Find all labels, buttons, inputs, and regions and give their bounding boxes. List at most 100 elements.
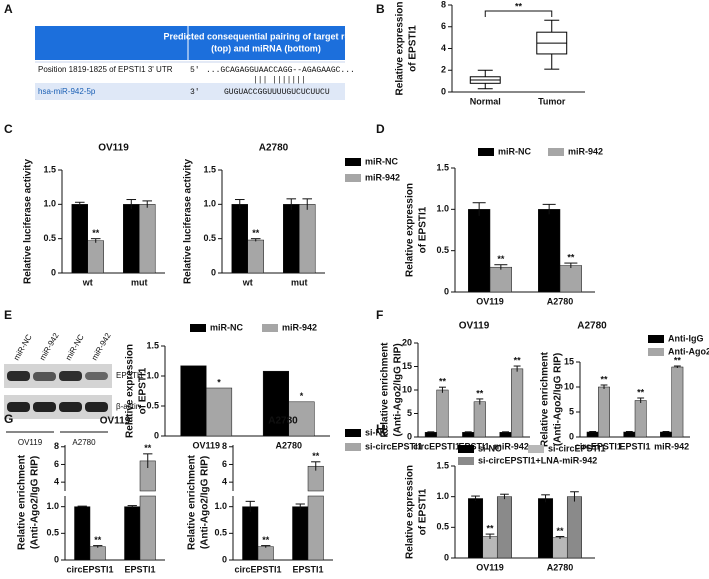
y-tick-label: 15 [402, 361, 412, 371]
y-tick-label: 6 [441, 21, 446, 31]
panel-letter: E [4, 308, 12, 322]
legend-label: Anti-IgG [668, 333, 704, 343]
significance: ** [674, 355, 682, 365]
table-header [35, 26, 345, 60]
y-tick-label: 0 [444, 552, 449, 562]
legend-label: miR-942 [365, 172, 400, 182]
y-tick-label: 0 [51, 267, 56, 277]
y-tick-label: 6 [222, 459, 227, 469]
pairing: ||| ||||||| [253, 76, 306, 85]
x-tick-label: A2780 [547, 296, 574, 306]
bar [559, 265, 582, 293]
legend-swatch [648, 348, 664, 356]
significance: ** [312, 451, 320, 461]
y-tick-label: 0 [211, 267, 216, 277]
bar [482, 536, 498, 559]
significance: * [300, 391, 304, 401]
legend-swatch [458, 445, 474, 453]
x-tick-label: A2780 [275, 440, 302, 450]
lane-label: miR-NC [64, 333, 86, 362]
bar [473, 401, 486, 438]
mirna-sequence: GUGUACCGGUUUUGUCUCUUCU [224, 88, 330, 97]
y-tick-label: 8 [441, 0, 446, 9]
band [33, 372, 56, 381]
y-tick-label: 2 [441, 65, 446, 75]
y-tick-label: 0 [569, 431, 574, 441]
significance: ** [497, 254, 505, 264]
lane-label: miR-942 [38, 331, 61, 362]
panel-letter: C [4, 122, 13, 136]
significance: ** [144, 443, 152, 453]
cell-line: OV119 [18, 438, 43, 447]
bar [247, 239, 264, 274]
x-tick-label: A2780 [547, 562, 574, 572]
y-tick-label: 4 [222, 477, 227, 487]
y-axis-label: Relative expression [125, 344, 136, 438]
bar [671, 366, 684, 438]
bar [283, 204, 300, 274]
y-tick-label: 1.0 [436, 491, 449, 501]
y-axis-label: of EPSTI1 [138, 367, 149, 414]
y-axis-label: Relative expression [395, 2, 406, 96]
y-tick-label: 1.5 [43, 164, 56, 174]
y-tick-label: 8 [54, 441, 59, 451]
x-tick-label: Normal [470, 96, 501, 106]
mirna-end: 3' [190, 88, 200, 97]
y-tick-label: 1.0 [203, 199, 216, 209]
band [59, 371, 82, 381]
significance: ** [637, 387, 645, 397]
legend-label: si-circEPSTI1 [548, 443, 606, 453]
y-axis-label: Relative luciferase activity [183, 159, 194, 285]
legend-label: miR-NC [365, 156, 398, 166]
y-axis-label: of EPSTI1 [408, 25, 419, 72]
band [33, 402, 56, 412]
bar [307, 495, 324, 561]
panel-letter: D [376, 122, 385, 136]
x-tick-label: OV119 [192, 440, 220, 450]
y-tick-label: 8 [222, 441, 227, 451]
cell-line: A2780 [72, 438, 96, 447]
blot: miR-NC miR-942 miR-NC miR-942 EPSTI1 β-a… [4, 331, 144, 447]
bar [496, 496, 512, 559]
bar [499, 432, 512, 438]
bar [299, 204, 316, 274]
y-tick-label: 0 [54, 554, 59, 564]
chart-title: OV119 [100, 416, 131, 427]
legend-label: si-circEPSTI1 [365, 441, 423, 451]
significance: ** [476, 388, 484, 398]
y-tick-label: 0.5 [436, 522, 449, 532]
y-tick-label: 0 [444, 286, 449, 296]
bar [424, 432, 437, 438]
bar [634, 400, 647, 438]
panel-letter: G [4, 412, 13, 426]
legend-label: miR-NC [498, 146, 531, 156]
bar [288, 401, 315, 437]
significance: ** [567, 252, 575, 262]
legend-swatch [345, 158, 361, 166]
y-tick-label: 0.5 [203, 233, 216, 243]
y-tick-label: 0.5 [46, 528, 59, 538]
band [85, 402, 108, 412]
bar [123, 204, 140, 274]
x-tick-label: OV119 [476, 562, 504, 572]
x-tick-label: wt [82, 277, 93, 287]
legend-swatch [528, 445, 544, 453]
band [85, 372, 108, 380]
row-bg [35, 83, 345, 100]
significance: ** [92, 228, 100, 238]
y-axis-label: (Anti-Ago2/IgG RIP) [200, 456, 211, 549]
y-axis-label: of EPSTI1 [418, 488, 429, 535]
chart-title: A2780 [259, 143, 289, 154]
significance: ** [439, 377, 447, 387]
y-axis-label: Relative enrichment [380, 342, 391, 438]
target-sequence: ...GCAGAGGUAACCAGG--AGAGAAGC... [206, 66, 355, 75]
legend-swatch [262, 324, 278, 332]
y-tick-label: 0 [154, 430, 159, 440]
panel-letter: H [376, 422, 385, 436]
y-tick-label: 20 [402, 337, 412, 347]
legend-swatch [345, 429, 361, 437]
header-text: Predicted consequential pairing of targe… [163, 31, 368, 41]
bar [124, 506, 141, 561]
x-tick-label: circEPSTI1 [575, 441, 622, 451]
bar [436, 389, 449, 438]
